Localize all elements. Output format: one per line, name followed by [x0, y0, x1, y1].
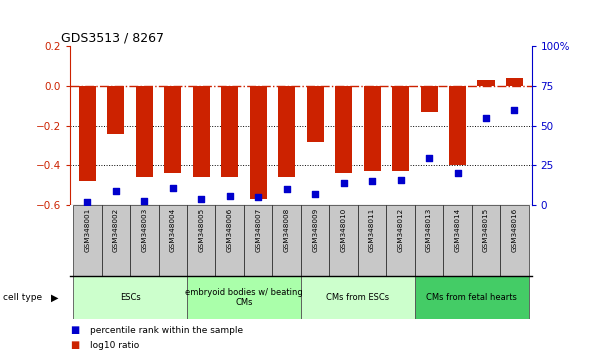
Bar — [364, 86, 381, 171]
Bar — [278, 86, 295, 177]
Text: GSM348012: GSM348012 — [398, 207, 404, 252]
Bar — [477, 80, 494, 86]
Point — [396, 177, 406, 183]
Point — [453, 171, 463, 176]
Text: CMs from fetal hearts: CMs from fetal hearts — [426, 293, 517, 302]
Text: ESCs: ESCs — [120, 293, 141, 302]
Bar — [420, 86, 437, 112]
Bar — [472, 205, 500, 276]
Bar — [221, 86, 238, 177]
Bar — [335, 86, 352, 173]
Text: GSM348011: GSM348011 — [369, 207, 375, 252]
Bar — [415, 205, 444, 276]
Text: GSM348008: GSM348008 — [284, 207, 290, 252]
Point — [282, 187, 291, 192]
Point — [338, 180, 348, 186]
Text: GSM348001: GSM348001 — [84, 207, 90, 252]
Text: ▶: ▶ — [51, 292, 58, 302]
Bar — [192, 86, 210, 177]
Text: GDS3513 / 8267: GDS3513 / 8267 — [61, 32, 164, 45]
Point — [168, 185, 178, 190]
Point — [481, 115, 491, 120]
Bar — [415, 276, 529, 319]
Bar — [79, 86, 96, 181]
Text: embryoid bodies w/ beating
CMs: embryoid bodies w/ beating CMs — [185, 288, 303, 307]
Bar — [73, 205, 101, 276]
Bar — [216, 205, 244, 276]
Text: GSM348004: GSM348004 — [170, 207, 176, 252]
Bar — [273, 205, 301, 276]
Text: GSM348014: GSM348014 — [455, 207, 461, 252]
Text: ■: ■ — [70, 325, 79, 335]
Bar — [73, 276, 187, 319]
Point — [139, 198, 149, 203]
Point — [254, 195, 263, 200]
Text: GSM348013: GSM348013 — [426, 207, 432, 252]
Bar — [386, 205, 415, 276]
Text: CMs from ESCs: CMs from ESCs — [326, 293, 389, 302]
Bar — [164, 86, 181, 173]
Bar — [108, 86, 125, 133]
Point — [367, 178, 377, 184]
Bar — [444, 205, 472, 276]
Point — [111, 188, 121, 194]
Text: GSM348005: GSM348005 — [198, 207, 204, 252]
Bar — [101, 205, 130, 276]
Bar — [358, 205, 386, 276]
Text: GSM348006: GSM348006 — [227, 207, 233, 252]
Bar — [392, 86, 409, 171]
Text: GSM348007: GSM348007 — [255, 207, 262, 252]
Point — [424, 155, 434, 160]
Point — [225, 193, 235, 199]
Point — [196, 196, 206, 202]
Bar — [329, 205, 358, 276]
Text: percentile rank within the sample: percentile rank within the sample — [90, 326, 243, 335]
Bar — [187, 276, 301, 319]
Bar — [158, 205, 187, 276]
Point — [82, 199, 92, 205]
Text: GSM348016: GSM348016 — [511, 207, 518, 252]
Bar — [301, 205, 329, 276]
Bar — [307, 86, 324, 142]
Bar — [187, 205, 216, 276]
Text: GSM348002: GSM348002 — [113, 207, 119, 252]
Point — [310, 191, 320, 197]
Bar — [136, 86, 153, 177]
Text: GSM348009: GSM348009 — [312, 207, 318, 252]
Bar — [250, 86, 267, 199]
Point — [510, 107, 519, 113]
Text: GSM348003: GSM348003 — [141, 207, 147, 252]
Bar — [449, 86, 466, 165]
Bar — [500, 205, 529, 276]
Text: cell type: cell type — [3, 293, 42, 302]
Text: GSM348015: GSM348015 — [483, 207, 489, 252]
Text: log10 ratio: log10 ratio — [90, 342, 139, 350]
Bar — [244, 205, 273, 276]
Bar — [301, 276, 415, 319]
Text: GSM348010: GSM348010 — [340, 207, 346, 252]
Bar — [506, 78, 523, 86]
Text: ■: ■ — [70, 341, 79, 350]
Bar — [130, 205, 158, 276]
